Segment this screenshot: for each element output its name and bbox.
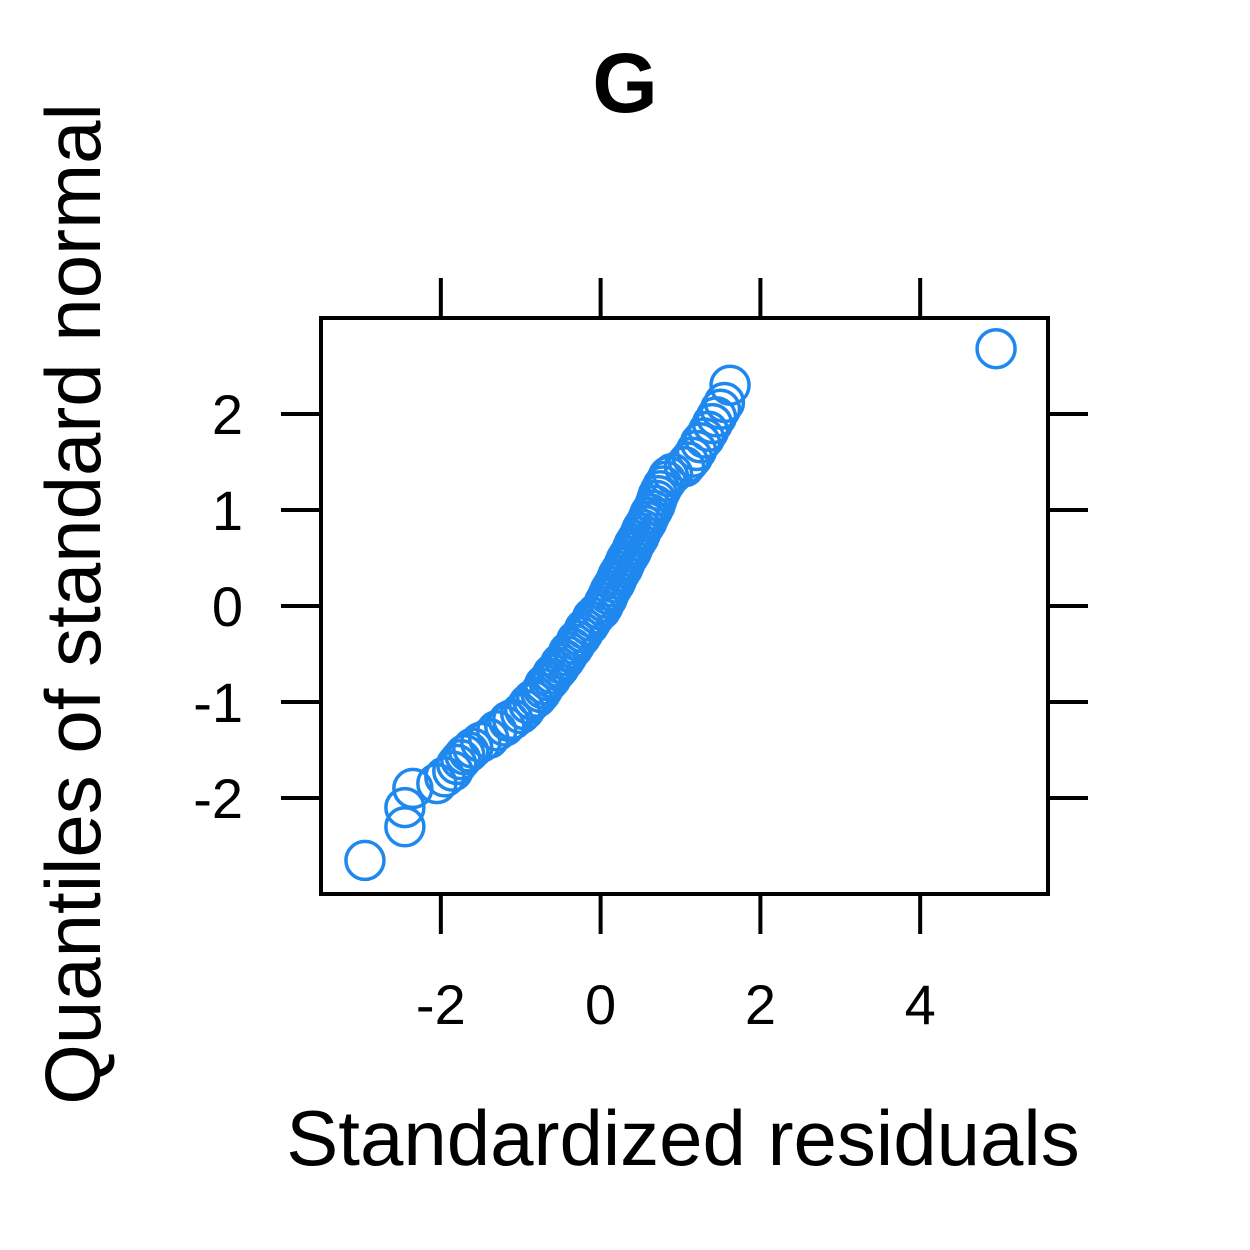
data-point: [444, 734, 486, 776]
y-tick-label: -1: [193, 671, 243, 734]
plot-frame: [319, 316, 1050, 896]
x-tick-label: 2: [745, 973, 776, 1036]
y-tick-label: 2: [212, 383, 243, 446]
data-points: [344, 327, 1017, 882]
data-point: [703, 381, 746, 424]
axis-ticks: -2 0 2 4 -2 -1 0 1 2: [193, 278, 1088, 1036]
x-tick-label: -2: [416, 973, 466, 1036]
data-point: [699, 388, 742, 430]
chart-title: G: [592, 36, 657, 130]
x-tick-label: 4: [905, 973, 936, 1036]
data-point: [436, 743, 478, 786]
data-point: [975, 327, 1017, 370]
data-point: [344, 839, 386, 882]
data-point: [709, 364, 751, 406]
data-point: [384, 806, 426, 848]
x-tick-label: 0: [585, 973, 616, 1036]
data-point: [384, 786, 426, 829]
y-tick-label: -2: [193, 767, 243, 830]
x-axis-label: Standardized residuals: [286, 1094, 1079, 1182]
y-tick-label: 0: [212, 575, 243, 638]
y-axis-label: Quantiles of standard normal: [29, 103, 117, 1105]
y-tick-label: 1: [212, 479, 243, 542]
